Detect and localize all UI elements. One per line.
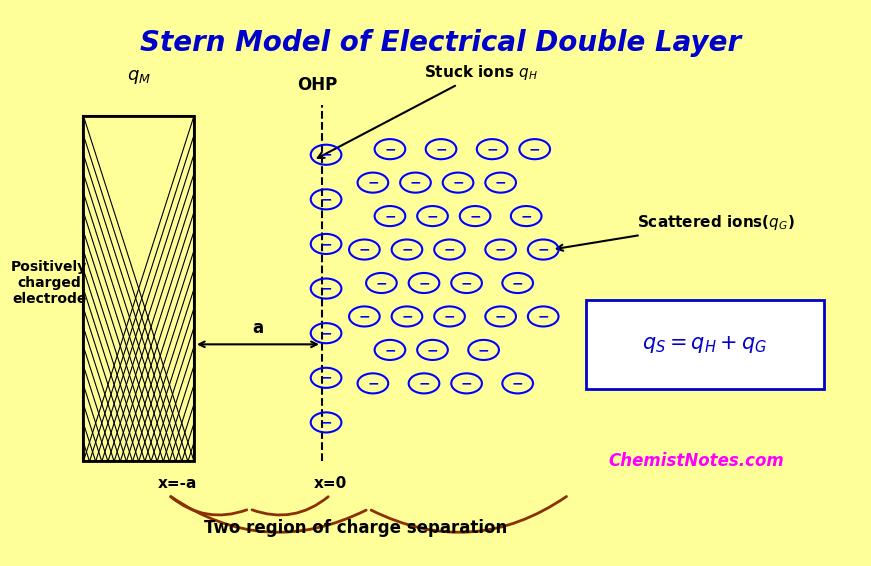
Text: −: − — [478, 343, 490, 357]
Text: ChemistNotes.com: ChemistNotes.com — [609, 452, 785, 470]
Text: −: − — [321, 192, 332, 207]
Text: −: − — [461, 376, 472, 391]
Text: Scattered ions($q_G$): Scattered ions($q_G$) — [557, 213, 795, 251]
Text: x=0: x=0 — [314, 476, 347, 491]
Text: −: − — [367, 175, 379, 190]
Text: −: − — [321, 415, 332, 430]
Text: −: − — [529, 142, 541, 156]
Text: −: − — [384, 343, 395, 357]
Text: −: − — [321, 237, 332, 251]
Text: −: − — [512, 276, 523, 290]
Text: −: − — [436, 142, 447, 156]
Text: Stern Model of Electrical Double Layer: Stern Model of Electrical Double Layer — [140, 29, 741, 57]
Text: Two region of charge separation: Two region of charge separation — [204, 520, 508, 537]
Text: $q_S = q_H + q_G$: $q_S = q_H + q_G$ — [643, 334, 767, 355]
Text: −: − — [486, 142, 498, 156]
Text: −: − — [461, 276, 472, 290]
Text: −: − — [452, 175, 464, 190]
Text: −: − — [427, 343, 438, 357]
Text: −: − — [443, 243, 456, 256]
Text: −: − — [537, 310, 549, 323]
Text: −: − — [469, 209, 481, 223]
Text: $q_M$: $q_M$ — [126, 68, 151, 85]
Text: −: − — [359, 243, 370, 256]
Text: −: − — [443, 310, 456, 323]
Text: −: − — [359, 310, 370, 323]
Text: −: − — [520, 209, 532, 223]
Text: −: − — [418, 276, 429, 290]
Text: a: a — [253, 319, 264, 337]
Text: −: − — [402, 243, 413, 256]
Text: −: − — [384, 209, 395, 223]
Text: −: − — [495, 243, 506, 256]
Text: −: − — [402, 310, 413, 323]
Text: −: − — [495, 310, 506, 323]
Text: −: − — [367, 376, 379, 391]
Text: −: − — [375, 276, 388, 290]
Text: −: − — [495, 175, 506, 190]
Text: −: − — [321, 326, 332, 340]
Text: Stuck ions $q_H$: Stuck ions $q_H$ — [318, 63, 538, 158]
Text: −: − — [321, 148, 332, 162]
Text: −: − — [512, 376, 523, 391]
Text: −: − — [537, 243, 549, 256]
FancyBboxPatch shape — [84, 115, 194, 461]
Text: −: − — [384, 142, 395, 156]
Text: −: − — [321, 281, 332, 295]
Text: −: − — [418, 376, 429, 391]
Text: Positively
charged
electrode: Positively charged electrode — [11, 260, 87, 306]
Text: OHP: OHP — [297, 76, 338, 94]
FancyBboxPatch shape — [586, 300, 824, 389]
Text: −: − — [427, 209, 438, 223]
Text: −: − — [409, 175, 422, 190]
Text: −: − — [321, 371, 332, 385]
Text: x=-a: x=-a — [158, 476, 197, 491]
